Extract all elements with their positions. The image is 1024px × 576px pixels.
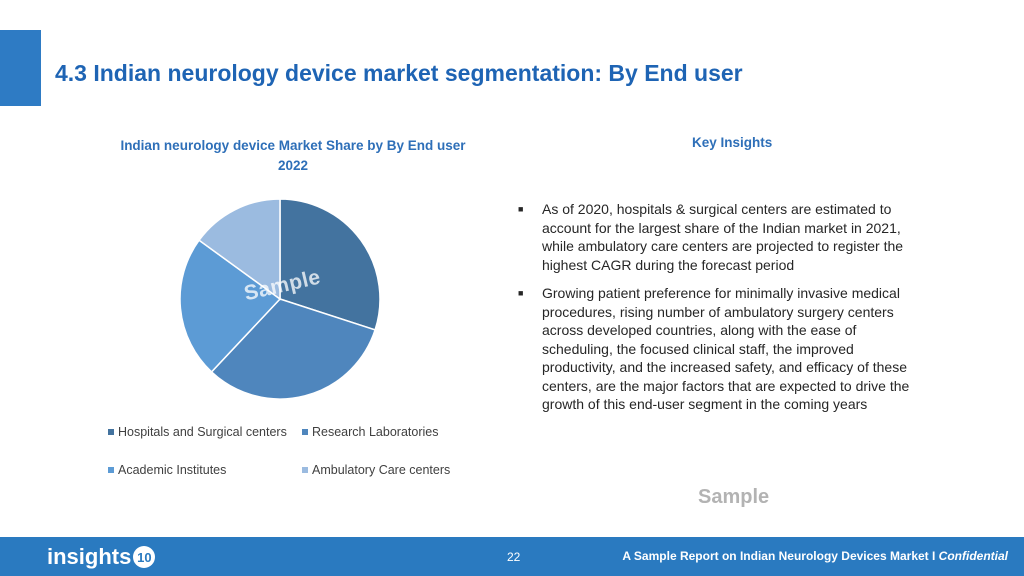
- insights-watermark: Sample: [698, 486, 770, 508]
- footer-report-text: A Sample Report on Indian Neurology Devi…: [622, 549, 1008, 563]
- footer-report-label: A Sample Report on Indian Neurology Devi…: [622, 549, 939, 563]
- page-number: 22: [507, 550, 521, 564]
- legend-item: Academic Institutes: [108, 463, 226, 477]
- legend-item: Hospitals and Surgical centers: [108, 425, 287, 439]
- footer-bar: [0, 537, 1024, 576]
- legend-label: Research Laboratories: [312, 425, 439, 439]
- legend-label: Ambulatory Care centers: [312, 463, 451, 477]
- insight-bullet-2: ■ Growing patient preference for minimal…: [518, 284, 928, 414]
- legend-item: Ambulatory Care centers: [302, 463, 450, 477]
- bullet-square-icon: ■: [518, 204, 524, 214]
- legend-swatch: [302, 467, 308, 473]
- page-title: 4.3 Indian neurology device market segme…: [55, 60, 743, 86]
- pie-slice-ambulatory-care-centers: [198, 198, 281, 301]
- legend-swatch: [108, 429, 114, 435]
- title-accent-bar: [0, 30, 41, 106]
- pie-slice-hospitals-and-surgical-centers: [279, 198, 381, 331]
- pie-chart: [179, 198, 381, 400]
- footer-confidential: Confidential: [938, 549, 1008, 563]
- logo-text: insights: [47, 544, 132, 569]
- pie-slice-academic-institutes: [179, 239, 282, 373]
- insight-bullet-1: ■ As of 2020, hospitals & surgical cente…: [518, 200, 928, 274]
- legend-swatch: [108, 467, 114, 473]
- legend-label: Academic Institutes: [118, 463, 227, 477]
- legend-swatch: [302, 429, 308, 435]
- chart-title-line2: 2022: [277, 158, 309, 173]
- legend-label: Hospitals and Surgical centers: [118, 425, 287, 439]
- insight-text-1: As of 2020, hospitals & surgical centers…: [542, 201, 904, 273]
- chart-title-line1: Indian neurology device Market Share by …: [120, 138, 466, 153]
- pie-slice-research-laboratories: [210, 298, 377, 400]
- insights-list: ■ As of 2020, hospitals & surgical cente…: [518, 200, 928, 424]
- brand-logo: insights 10: [47, 544, 156, 570]
- insight-text-2: Growing patient preference for minimally…: [542, 285, 910, 412]
- legend-item: Research Laboratories: [302, 425, 438, 439]
- bullet-square-icon: ■: [518, 288, 524, 298]
- key-insights-title: Key Insights: [692, 135, 773, 150]
- logo-number: 10: [133, 546, 156, 568]
- chart-title: Indian neurology device Market Share by …: [88, 136, 498, 176]
